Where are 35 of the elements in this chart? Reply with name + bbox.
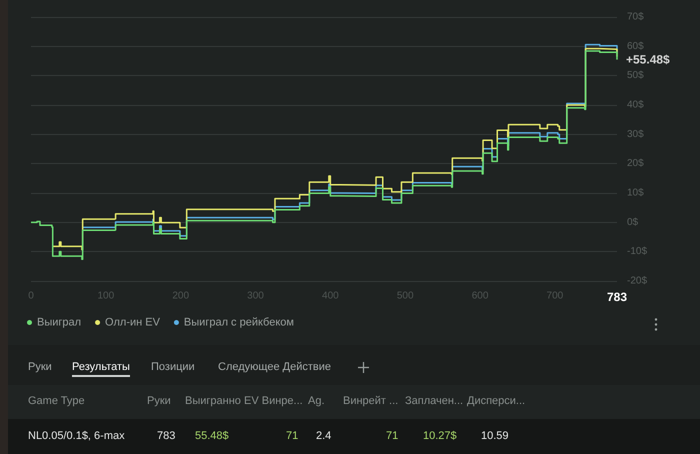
text: Ag. [308, 395, 325, 407]
text: 71 [386, 430, 398, 442]
text: NL0.05/0.1$, 6-max [28, 430, 125, 442]
text: EV Винре... [244, 395, 303, 407]
text: 2.4 [316, 430, 332, 442]
text: Выигранно [185, 395, 241, 407]
x-tick-label: 783 [606, 290, 628, 304]
text: Дисперси... [467, 395, 526, 407]
text: Результаты [72, 361, 130, 377]
text: Руки [28, 361, 52, 373]
text: Позиции [151, 361, 195, 373]
text: 10.59 [481, 430, 509, 442]
text: 71 [286, 430, 298, 442]
annotation: +55.48$ [626, 52, 670, 67]
legend-label: Выиграл [37, 316, 82, 328]
text: Заплачен... [405, 395, 464, 407]
legend-label: Олл-ин EV [105, 316, 161, 328]
y-tick-label: 10$ [627, 188, 644, 198]
y-tick-label: 50$ [627, 70, 644, 82]
y-tick-label: 60$ [627, 40, 644, 52]
text: 55.48$ [195, 430, 229, 442]
y-tick-label: 40$ [627, 100, 644, 110]
y-tick-label: 30$ [627, 128, 644, 140]
y-tick-label: 0$ [627, 216, 639, 228]
y-tick-label: -10$ [627, 246, 648, 258]
text: 783 [157, 430, 176, 442]
y-tick-label: 70$ [627, 12, 644, 22]
text: Винрейт ... [343, 395, 398, 407]
y-tick-label: -20$ [627, 276, 648, 286]
text: Game Type [28, 395, 85, 407]
text: Следующее Действие [218, 361, 331, 373]
text: 10.27$ [423, 430, 457, 442]
text: Руки [147, 395, 171, 407]
legend-label: Выиграл с рейкбеком [184, 316, 294, 328]
y-tick-label: 20$ [627, 158, 644, 170]
